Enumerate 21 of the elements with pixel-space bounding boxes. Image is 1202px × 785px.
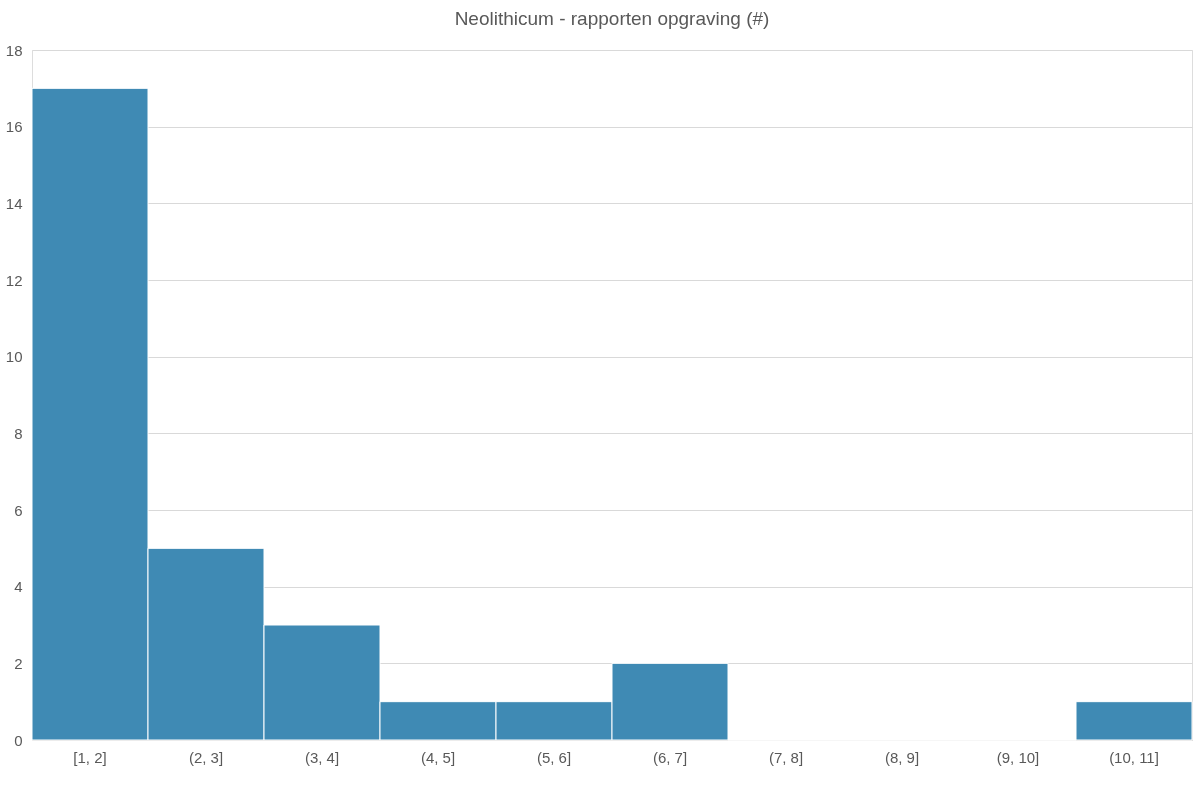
y-tick-label: 0 xyxy=(14,731,23,749)
chart-title: Neolithicum - rapporten opgraving (#) xyxy=(454,8,770,29)
x-tick-label: (7, 8] xyxy=(768,748,804,766)
x-tick-label: (5, 6] xyxy=(536,748,572,766)
x-tick-label: (9, 10] xyxy=(996,748,1040,766)
x-tick-label: (2, 3] xyxy=(188,748,224,766)
y-tick-label: 14 xyxy=(5,194,23,212)
y-tick-label: 2 xyxy=(14,654,23,672)
y-tick-label: 18 xyxy=(5,41,23,59)
x-tick-label: [1, 2] xyxy=(73,748,107,766)
x-tick-label: (6, 7] xyxy=(652,748,688,766)
y-tick-label: 6 xyxy=(14,501,23,519)
x-tick-label: (10, 11] xyxy=(1109,748,1159,766)
x-tick-label: (8, 9] xyxy=(884,748,920,766)
y-tick-label: 16 xyxy=(5,118,23,136)
x-tick-label: (3, 4] xyxy=(304,748,340,766)
y-tick-label: 12 xyxy=(5,271,23,289)
x-tick-label: (4, 5] xyxy=(420,748,456,766)
y-tick-label: 10 xyxy=(5,348,23,366)
y-tick-label: 4 xyxy=(14,578,23,596)
y-tick-label: 8 xyxy=(14,424,23,442)
